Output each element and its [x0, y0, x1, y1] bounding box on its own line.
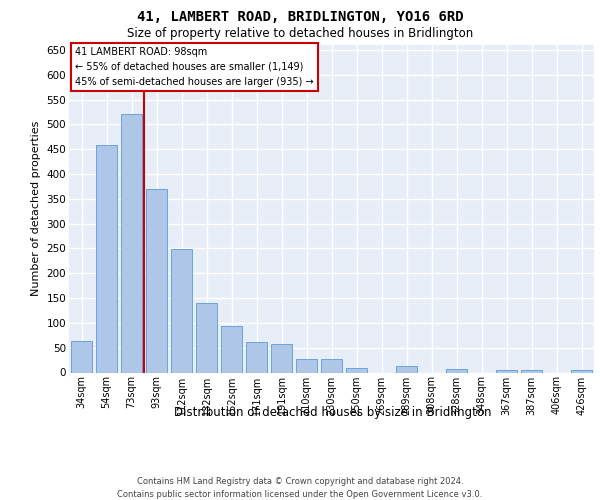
Text: 41 LAMBERT ROAD: 98sqm
← 55% of detached houses are smaller (1,149)
45% of semi-: 41 LAMBERT ROAD: 98sqm ← 55% of detached… — [76, 46, 314, 87]
Bar — [496, 370, 517, 372]
Bar — [146, 189, 167, 372]
Bar — [396, 366, 417, 372]
Text: Contains HM Land Registry data © Crown copyright and database right 2024.
Contai: Contains HM Land Registry data © Crown c… — [118, 478, 482, 499]
Bar — [446, 368, 467, 372]
Bar — [71, 341, 92, 372]
Bar — [346, 368, 367, 372]
Bar — [521, 370, 542, 372]
Bar — [121, 114, 142, 372]
Y-axis label: Number of detached properties: Number of detached properties — [31, 121, 41, 296]
Bar — [246, 342, 267, 372]
Bar — [196, 303, 217, 372]
Bar — [321, 359, 342, 372]
Bar — [571, 370, 592, 372]
Text: Distribution of detached houses by size in Bridlington: Distribution of detached houses by size … — [174, 406, 492, 419]
Bar — [296, 359, 317, 372]
Bar — [271, 344, 292, 372]
Text: Size of property relative to detached houses in Bridlington: Size of property relative to detached ho… — [127, 28, 473, 40]
Bar — [221, 326, 242, 372]
Bar — [96, 145, 117, 372]
Bar — [171, 250, 192, 372]
Text: 41, LAMBERT ROAD, BRIDLINGTON, YO16 6RD: 41, LAMBERT ROAD, BRIDLINGTON, YO16 6RD — [137, 10, 463, 24]
